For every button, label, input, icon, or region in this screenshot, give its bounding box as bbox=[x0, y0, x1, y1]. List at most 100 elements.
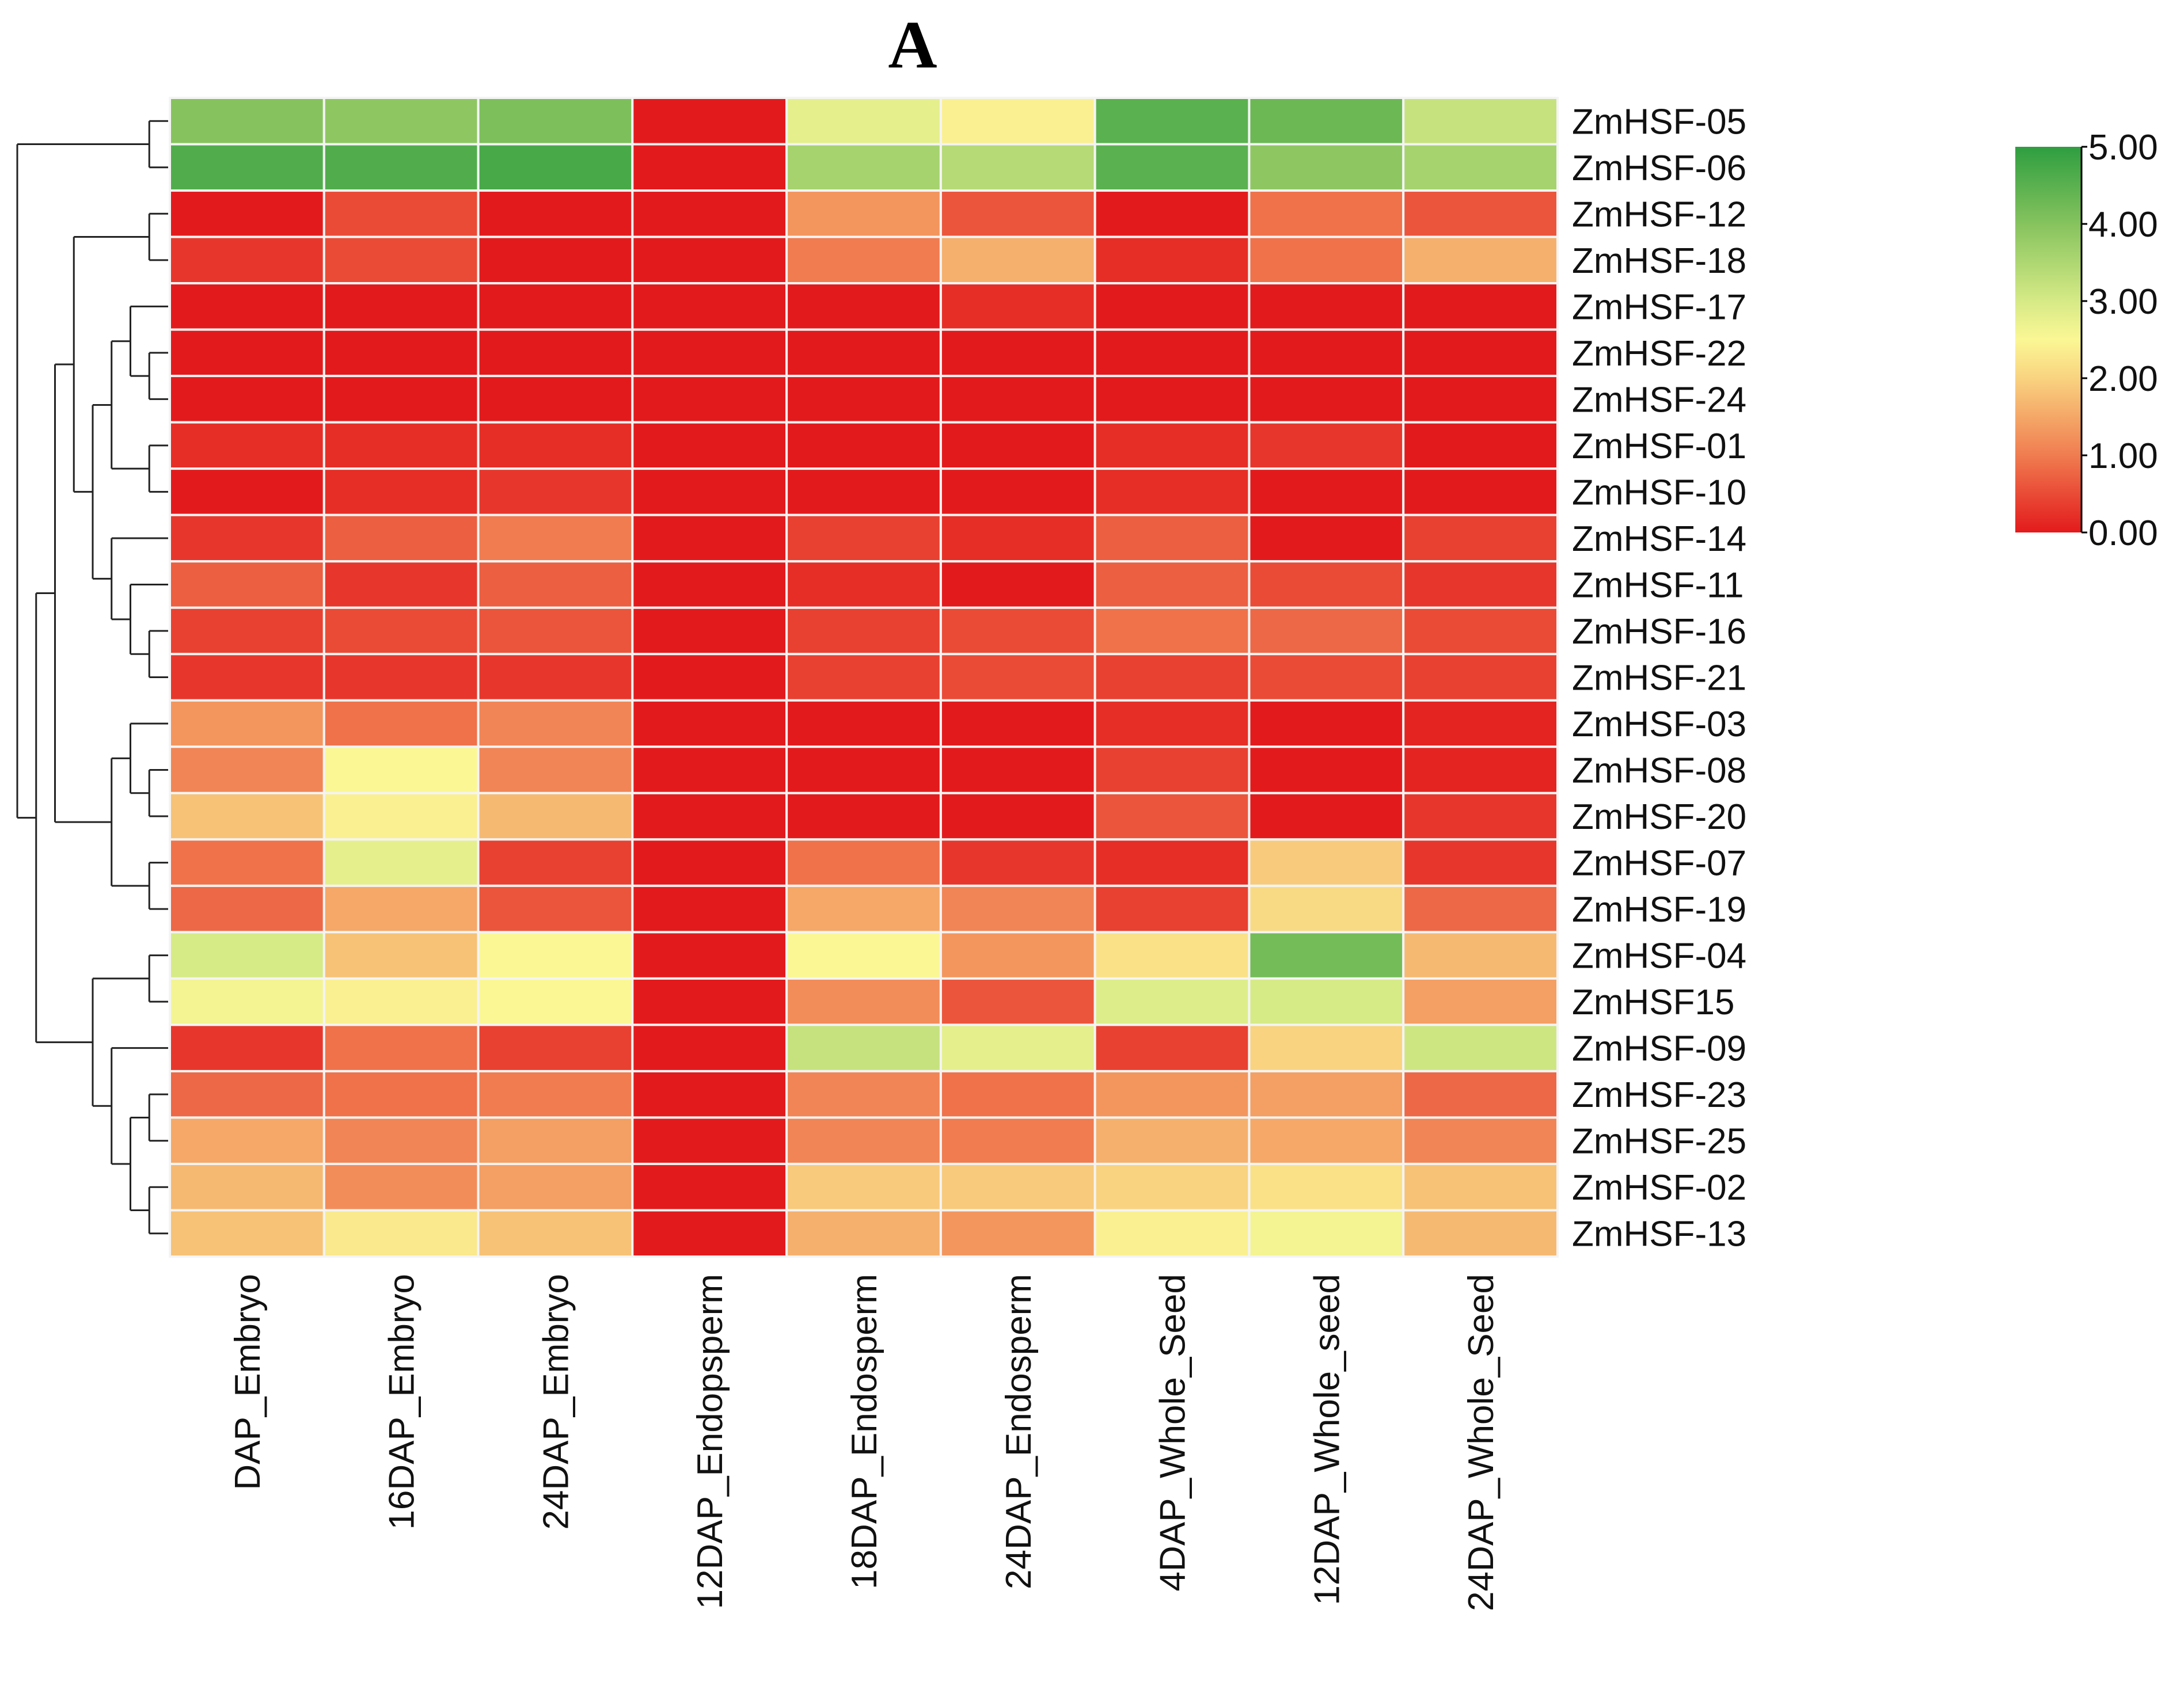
heatmap-cell bbox=[169, 189, 325, 238]
heatmap-cell bbox=[322, 606, 480, 656]
heatmap-cell bbox=[785, 884, 942, 934]
heatmap-cell bbox=[939, 791, 1096, 841]
heatmap-cell bbox=[631, 282, 788, 331]
heatmap-cell bbox=[477, 328, 634, 378]
heatmap-cell bbox=[1093, 282, 1251, 331]
heatmap-cell bbox=[1248, 1116, 1405, 1165]
row-label: ZmHSF-18 bbox=[1572, 241, 1746, 281]
row-label: ZmHSF-04 bbox=[1572, 937, 1746, 976]
heatmap-cell bbox=[169, 977, 325, 1026]
heatmap-cell bbox=[631, 791, 788, 841]
heatmap-cell bbox=[322, 1023, 480, 1072]
heatmap-cell bbox=[1402, 513, 1559, 563]
heatmap-cell bbox=[1248, 1023, 1405, 1072]
heatmap-cell bbox=[477, 699, 634, 748]
row-label: ZmHSF-08 bbox=[1572, 751, 1746, 791]
heatmap-cell bbox=[322, 884, 480, 934]
heatmap-cell bbox=[169, 421, 325, 470]
heatmap-cell bbox=[1248, 560, 1405, 609]
heatmap-cell bbox=[1248, 653, 1405, 702]
heatmap-cell bbox=[631, 421, 788, 470]
heatmap-cell bbox=[785, 653, 942, 702]
heatmap-cell bbox=[169, 328, 325, 378]
heatmap-cell bbox=[169, 143, 325, 192]
heatmap-cell bbox=[169, 1162, 325, 1212]
row-label: ZmHSF-21 bbox=[1572, 659, 1746, 698]
heatmap-cell bbox=[631, 328, 788, 378]
heatmap-cell bbox=[1093, 235, 1251, 285]
heatmap-cell bbox=[631, 97, 788, 146]
heatmap-cell bbox=[322, 1070, 480, 1119]
heatmap-cell bbox=[631, 745, 788, 794]
row-label: ZmHSF-22 bbox=[1572, 334, 1746, 374]
legend-tick-label: 0.00 bbox=[2088, 513, 2158, 553]
heatmap-cell bbox=[1402, 791, 1559, 841]
heatmap-cell bbox=[785, 189, 942, 238]
legend-tick-label: 1.00 bbox=[2088, 436, 2158, 476]
heatmap-cell bbox=[1093, 745, 1251, 794]
heatmap-cell bbox=[785, 560, 942, 609]
heatmap-cell bbox=[1093, 791, 1251, 841]
heatmap-cell bbox=[631, 699, 788, 748]
heatmap-cell bbox=[785, 421, 942, 470]
heatmap-cell bbox=[1402, 421, 1559, 470]
heatmap-cell bbox=[477, 745, 634, 794]
heatmap-cell bbox=[477, 838, 634, 887]
heatmap-cell bbox=[1248, 375, 1405, 424]
heatmap-cell bbox=[939, 1070, 1096, 1119]
heatmap-cell bbox=[939, 884, 1096, 934]
row-label: ZmHSF-02 bbox=[1572, 1168, 1746, 1208]
heatmap-cell bbox=[939, 838, 1096, 887]
heatmap-cell bbox=[169, 1023, 325, 1072]
heatmap-cell bbox=[1402, 467, 1559, 516]
heatmap-cell bbox=[1093, 838, 1251, 887]
heatmap-cell bbox=[322, 513, 480, 563]
heatmap-cell bbox=[939, 745, 1096, 794]
heatmap-cell bbox=[785, 745, 942, 794]
heatmap-cell bbox=[1402, 97, 1559, 146]
heatmap-cell bbox=[631, 513, 788, 563]
heatmap-cell bbox=[1402, 143, 1559, 192]
heatmap-cell bbox=[477, 235, 634, 285]
heatmap-cell bbox=[631, 1209, 788, 1258]
row-label: ZmHSF-11 bbox=[1572, 565, 1744, 605]
heatmap-cell bbox=[939, 1209, 1096, 1258]
heatmap-cell bbox=[631, 653, 788, 702]
heatmap-cell bbox=[1093, 189, 1251, 238]
heatmap-cell bbox=[939, 421, 1096, 470]
heatmap-cell bbox=[322, 1162, 480, 1212]
heatmap-cell bbox=[169, 745, 325, 794]
heatmap-cell bbox=[1093, 97, 1251, 146]
heatmap-cell bbox=[785, 606, 942, 656]
heatmap-cell bbox=[631, 931, 788, 980]
heatmap-cell bbox=[939, 653, 1096, 702]
heatmap-cell bbox=[169, 1070, 325, 1119]
heatmap-cell bbox=[169, 884, 325, 934]
heatmap-cell bbox=[1402, 745, 1559, 794]
heatmap-cell bbox=[1248, 143, 1405, 192]
heatmap-cell bbox=[939, 606, 1096, 656]
heatmap-cell bbox=[1248, 699, 1405, 748]
heatmap-cell bbox=[322, 467, 480, 516]
heatmap-cell bbox=[1248, 513, 1405, 563]
heatmap-cell bbox=[785, 1023, 942, 1072]
heatmap-cell bbox=[1093, 560, 1251, 609]
legend-tick-label: 5.00 bbox=[2088, 128, 2158, 168]
column-label: 16DAP_Embryo bbox=[382, 1274, 422, 1530]
heatmap-cell bbox=[322, 282, 480, 331]
heatmap-cell bbox=[1093, 977, 1251, 1026]
heatmap-cell bbox=[169, 931, 325, 980]
heatmap-cell bbox=[631, 143, 788, 192]
heatmap-cell bbox=[1402, 1070, 1559, 1119]
heatmap-cell bbox=[1093, 699, 1251, 748]
heatmap-cell bbox=[939, 560, 1096, 609]
row-label: ZmHSF-05 bbox=[1572, 102, 1746, 142]
heatmap-cell bbox=[1248, 838, 1405, 887]
heatmap-cell bbox=[1248, 328, 1405, 378]
heatmap-cell bbox=[1248, 282, 1405, 331]
heatmap-cell bbox=[322, 328, 480, 378]
heatmap-cell bbox=[169, 513, 325, 563]
heatmap-cell bbox=[785, 1070, 942, 1119]
heatmap-cell bbox=[169, 838, 325, 887]
heatmap-cell bbox=[939, 97, 1096, 146]
